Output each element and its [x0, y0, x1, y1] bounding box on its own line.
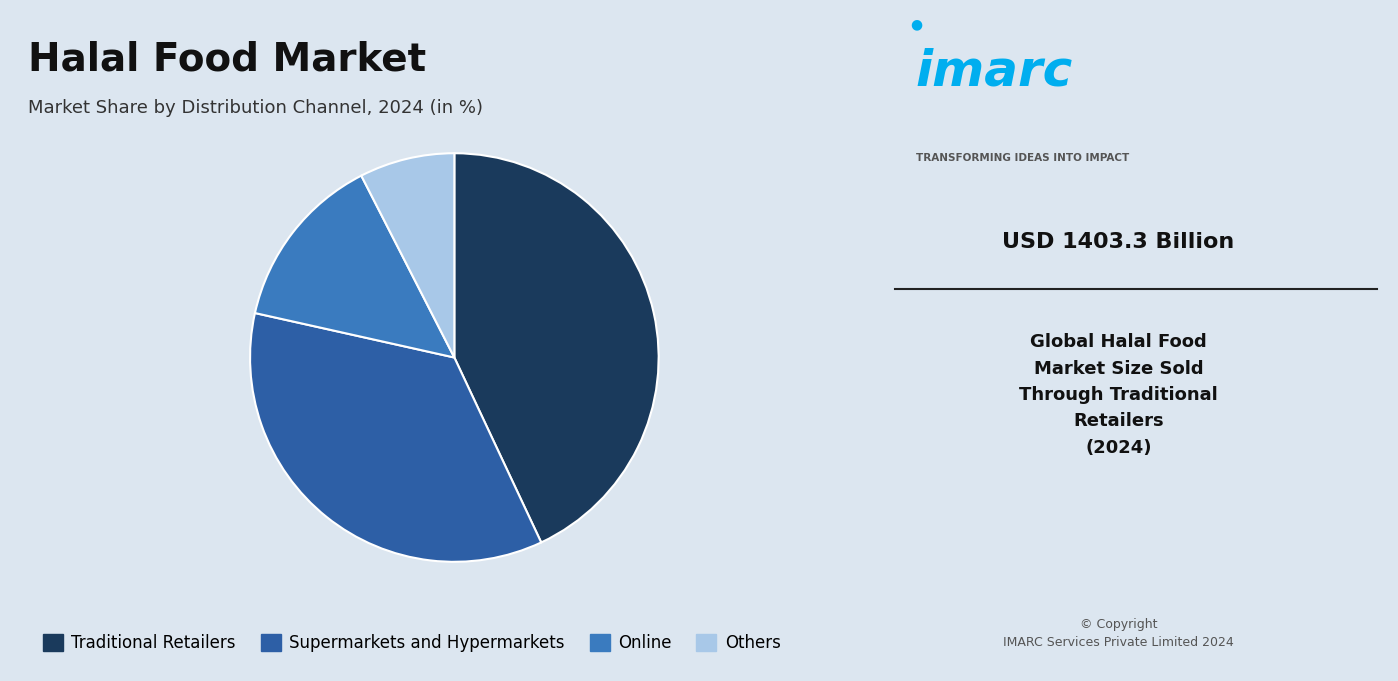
Wedge shape — [254, 176, 454, 358]
Wedge shape — [361, 153, 454, 358]
Text: imarc: imarc — [916, 48, 1072, 95]
Text: TRANSFORMING IDEAS INTO IMPACT: TRANSFORMING IDEAS INTO IMPACT — [916, 153, 1130, 163]
Text: ●: ● — [910, 17, 923, 31]
Text: Global Halal Food
Market Size Sold
Through Traditional
Retailers
(2024): Global Halal Food Market Size Sold Throu… — [1019, 333, 1218, 457]
Text: © Copyright
IMARC Services Private Limited 2024: © Copyright IMARC Services Private Limit… — [1002, 618, 1234, 649]
Text: Market Share by Distribution Channel, 2024 (in %): Market Share by Distribution Channel, 20… — [28, 99, 482, 116]
Wedge shape — [454, 153, 658, 543]
Legend: Traditional Retailers, Supermarkets and Hypermarkets, Online, Others: Traditional Retailers, Supermarkets and … — [36, 628, 787, 659]
Wedge shape — [250, 313, 541, 562]
Text: USD 1403.3 Billion: USD 1403.3 Billion — [1002, 232, 1234, 252]
Text: Halal Food Market: Halal Food Market — [28, 41, 426, 79]
